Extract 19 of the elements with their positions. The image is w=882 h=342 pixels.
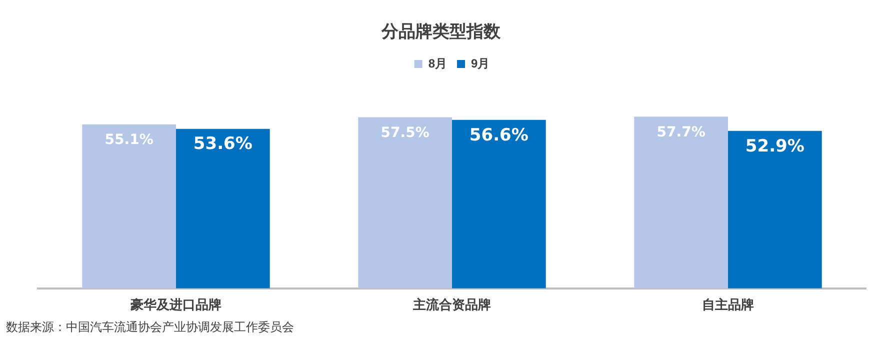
x-tick-label: 主流合资品牌 [412,296,491,312]
data-label: 53.6% [193,134,252,154]
bar [82,124,176,288]
data-label: 56.6% [469,125,528,146]
data-label: 52.9% [745,136,804,156]
legend-label: 9月 [471,56,490,70]
x-tick-label: 豪华及进口品牌 [130,296,222,312]
bar [728,130,822,288]
bar [176,128,270,288]
chart-title: 分品牌类型指数 [380,21,502,43]
bar [452,120,546,288]
bar [634,116,728,288]
data-label: 55.1% [104,132,154,148]
data-label: 57.7% [656,124,706,140]
source-note: 数据来源：中国汽车流通协会产业协调发展工作委员会 [6,319,294,336]
data-label: 57.5% [380,124,430,141]
x-tick-label: 自主品牌 [702,296,754,312]
legend-label: 8月 [428,56,448,70]
bar [358,117,452,288]
